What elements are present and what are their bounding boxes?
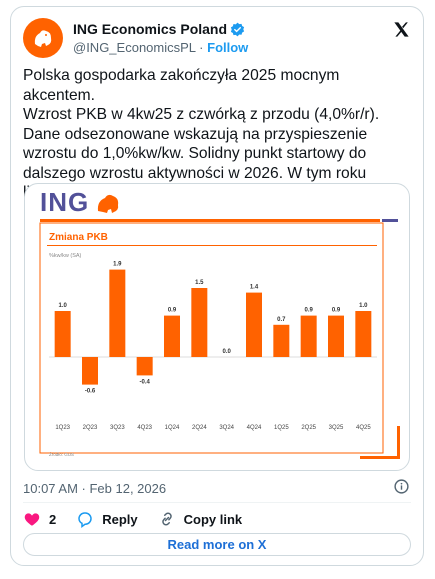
chart-bar-2Q24	[191, 288, 208, 357]
source-note: Źródło: GUS	[49, 451, 74, 457]
chart-bar-3Q23	[109, 269, 126, 357]
x-tick-label-2Q23: 2Q23	[83, 425, 98, 431]
x-tick-label-3Q24: 3Q24	[219, 425, 234, 431]
chart-title: Zmiana PKB	[49, 232, 108, 243]
data-label-4Q23: -0.4	[139, 379, 150, 385]
ing-brand-text: ING	[40, 187, 89, 217]
separator-dot: ·	[199, 40, 204, 55]
reply-button[interactable]: Reply	[76, 510, 138, 528]
avatar[interactable]	[23, 18, 63, 58]
x-tick-label-4Q23: 4Q23	[137, 425, 152, 431]
chart-bar-4Q25	[355, 311, 372, 357]
data-label-2Q24: 1.5	[195, 280, 204, 286]
copy-link-button[interactable]: Copy link	[158, 510, 243, 528]
heart-icon	[24, 513, 40, 526]
handle-row: @ING_EconomicsPL · Follow	[73, 40, 248, 55]
follow-button[interactable]: Follow	[207, 40, 249, 55]
chart-bar-2Q23	[82, 357, 98, 385]
chart-bar-1Q24	[164, 315, 180, 357]
data-label-4Q25: 1.0	[359, 303, 368, 309]
read-more-button[interactable]: Read more on X	[23, 533, 411, 556]
x-tick-label-3Q23: 3Q23	[110, 425, 125, 431]
data-label-1Q24: 0.9	[168, 308, 177, 314]
data-label-2Q23: -0.6	[85, 389, 96, 395]
data-label-2Q25: 0.9	[304, 308, 313, 314]
x-logo-icon[interactable]	[392, 20, 411, 39]
tweet-text: Polska gospodarka zakończyła 2025 mocnym…	[23, 67, 380, 201]
x-tick-label-3Q25: 3Q25	[329, 425, 344, 431]
chart-bar-2Q25	[300, 315, 317, 357]
account-name[interactable]: ING Economics Poland	[73, 21, 228, 37]
x-tick-label-4Q25: 4Q25	[356, 425, 371, 431]
divider	[23, 502, 411, 503]
x-tick-label-1Q25: 1Q25	[274, 425, 289, 431]
ing-lion-icon	[34, 30, 52, 47]
ing-brand-lion-icon	[97, 194, 119, 213]
chart-bar-4Q23	[136, 357, 153, 376]
chart-bar-4Q24	[246, 292, 262, 357]
link-icon	[161, 512, 172, 526]
data-label-3Q25: 0.9	[332, 308, 341, 314]
data-label-4Q24: 1.4	[250, 285, 259, 291]
data-label-1Q25: 0.7	[277, 317, 286, 323]
data-label-1Q23: 1.0	[58, 303, 67, 309]
chart-bar-1Q25	[273, 324, 290, 357]
reply-icon	[78, 512, 92, 528]
account-name-row[interactable]: ING Economics Poland	[73, 21, 245, 37]
verified-badge-icon	[230, 22, 245, 36]
tweet-timestamp[interactable]: 10:07 AM · Feb 12, 2026	[23, 481, 167, 496]
title-underline	[47, 245, 377, 246]
x-tick-label-1Q23: 1Q23	[55, 425, 70, 431]
info-icon[interactable]	[393, 478, 410, 495]
like-count: 2	[49, 511, 57, 527]
x-tick-label-2Q25: 2Q25	[301, 425, 316, 431]
chart-bar-3Q25	[328, 315, 344, 357]
x-tick-label-1Q24: 1Q24	[165, 425, 180, 431]
chart-svg: ING Zmiana PKB %kw/kw (SA) 1.0 1Q23 -0.6 2Q…	[39, 187, 400, 459]
corner-decoration	[360, 426, 400, 459]
action-bar: 2 Reply Copy link	[23, 509, 262, 529]
like-button[interactable]: 2	[23, 510, 56, 528]
x-tick-label-2Q24: 2Q24	[192, 425, 207, 431]
brand-stripes	[40, 219, 398, 222]
x-tick-label-4Q24: 4Q24	[247, 425, 262, 431]
chart-bar-1Q23	[54, 311, 71, 357]
account-handle[interactable]: @ING_EconomicsPL	[73, 40, 196, 55]
chart-subtitle: %kw/kw (SA)	[49, 253, 82, 259]
chart-panel-border	[39, 222, 384, 454]
data-label-3Q24: 0.0	[222, 349, 231, 355]
read-more-label: Read more on X	[167, 537, 267, 552]
reply-label: Reply	[102, 511, 138, 527]
copy-link-label: Copy link	[183, 511, 243, 527]
chart-image[interactable]: ING Zmiana PKB %kw/kw (SA) 1.0 1Q23 -0.6 2Q…	[24, 183, 410, 471]
data-label-3Q23: 1.9	[113, 262, 122, 268]
